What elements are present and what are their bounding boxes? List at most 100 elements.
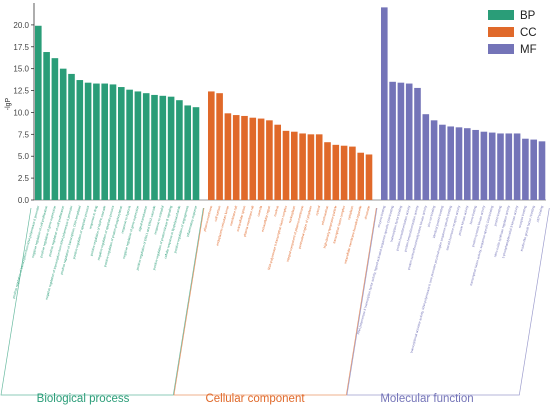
bar-bp-18 <box>176 100 183 200</box>
legend-label-mf: MF <box>520 44 537 56</box>
bar-bp-6 <box>76 80 84 200</box>
bar-bp-14 <box>142 93 150 200</box>
y-tick-label: 15.0 <box>13 65 29 74</box>
x-tick-label: protein kinase activity <box>458 205 470 236</box>
bar-cc-2 <box>216 93 223 200</box>
x-tick-label: enzyme binding <box>377 205 387 228</box>
bar-cc-16 <box>332 144 340 200</box>
x-tick-label: protein binding <box>493 205 502 226</box>
bar-cc-17 <box>340 145 348 200</box>
x-tick-label: extracellular space <box>236 205 247 232</box>
bar-cc-7 <box>257 118 265 200</box>
bar-mf-4 <box>405 83 413 200</box>
y-tick-label: 7.5 <box>18 130 30 139</box>
bar-bp-3 <box>51 58 59 200</box>
y-tick-label: 17.5 <box>13 43 29 52</box>
x-tick-label: caveola <box>256 205 263 217</box>
group-bracket <box>0 207 204 396</box>
bar-cc-3 <box>224 113 232 200</box>
legend-swatch-mf <box>488 44 514 54</box>
bar-mf-11 <box>464 128 471 200</box>
bar-mf-12 <box>472 129 479 200</box>
x-tick-label: RNA polymerase II transcription factor a… <box>356 205 394 335</box>
x-tick-label: zinc ion binding <box>427 205 437 227</box>
bar-mf-3 <box>397 82 405 200</box>
bar-mf-15 <box>497 133 504 200</box>
y-tick-label: 0.0 <box>18 196 30 205</box>
x-tick-label: ATP binding <box>536 205 544 223</box>
y-tick-label: 10.0 <box>13 108 29 117</box>
legend-label-cc: CC <box>520 27 537 39</box>
x-tick-label: response to estradiol <box>153 205 165 235</box>
legend-label-bp: BP <box>520 10 536 22</box>
x-tick-label: plasma membrane <box>203 205 214 232</box>
bar-mf-20 <box>538 141 546 200</box>
group-bracket <box>346 207 550 396</box>
bar-mf-5 <box>414 87 421 200</box>
bar-cc-6 <box>249 117 257 200</box>
bar-cc-15 <box>324 142 331 200</box>
bar-bp-12 <box>126 89 133 200</box>
bar-mf-18 <box>522 138 529 200</box>
bar-cc-19 <box>357 152 364 200</box>
legend: BP CC MF <box>488 10 537 56</box>
group-label-bp: Biological process <box>37 393 130 405</box>
bar-bp-1 <box>35 25 42 200</box>
x-tick-label: nucleoplasm <box>288 205 297 224</box>
bar-cc-10 <box>282 130 290 200</box>
bar-bp-19 <box>184 105 191 200</box>
x-tick-label: response to drug <box>88 205 98 229</box>
group-label-mf: Molecular function <box>380 393 473 405</box>
series-mf <box>381 7 546 201</box>
bar-mf-13 <box>480 131 488 200</box>
category-labels: positive regulation of transcription fro… <box>12 204 544 353</box>
bar-bp-8 <box>93 83 100 200</box>
bar-mf-8 <box>439 124 446 200</box>
bar-bp-15 <box>151 94 158 200</box>
bar-cc-12 <box>299 133 306 200</box>
bars <box>35 7 546 201</box>
bar-bp-5 <box>68 73 75 200</box>
y-tick-label: 20.0 <box>13 21 29 30</box>
x-tick-label: signal transduction <box>137 205 148 232</box>
x-tick-label: extracellular region <box>261 205 272 232</box>
bar-mf-7 <box>430 120 438 200</box>
bar-cc-9 <box>274 124 281 200</box>
bar-cc-13 <box>307 134 315 200</box>
series-cc <box>208 91 373 200</box>
legend-swatch-bp <box>488 10 514 20</box>
legend-swatch-cc <box>488 27 514 37</box>
x-tick-label: chromatin <box>363 205 371 220</box>
bar-mf-14 <box>488 132 496 200</box>
bar-bp-11 <box>118 87 125 200</box>
bar-mf-9 <box>447 126 454 200</box>
x-tick-label: heme binding <box>469 205 478 225</box>
bar-bp-17 <box>167 96 175 200</box>
x-tick-label: transcriptional activator activity, RNA … <box>409 205 452 354</box>
bar-bp-4 <box>59 68 67 201</box>
bar-cc-8 <box>266 120 273 200</box>
bar-mf-2 <box>389 81 396 200</box>
group-brackets: Biological process Cellular component Mole… <box>0 207 550 405</box>
bar-bp-9 <box>101 83 108 200</box>
x-tick-label: intracellular membrane-bounded organelle <box>343 205 362 264</box>
bar-bp-7 <box>84 82 92 200</box>
x-tick-label: membrane raft <box>229 205 238 226</box>
x-tick-label: cell surface <box>214 205 222 222</box>
bar-bp-2 <box>43 52 50 200</box>
y-axis-label: -lgP <box>5 97 12 110</box>
bar-cc-4 <box>232 115 240 200</box>
bar-bp-16 <box>159 95 167 200</box>
bar-cc-1 <box>208 91 215 200</box>
bar-bp-20 <box>192 107 200 200</box>
group-label-cc: Cellular component <box>205 393 305 405</box>
x-tick-label: response to hypoxia <box>120 205 131 234</box>
bar-mf-10 <box>455 127 463 200</box>
series-bp <box>35 25 200 201</box>
x-tick-label: cytosol <box>315 205 322 216</box>
bar-mf-19 <box>530 139 537 200</box>
x-tick-label: nucleus <box>273 205 280 217</box>
bar-mf-17 <box>513 133 521 200</box>
bar-cc-20 <box>365 154 373 200</box>
